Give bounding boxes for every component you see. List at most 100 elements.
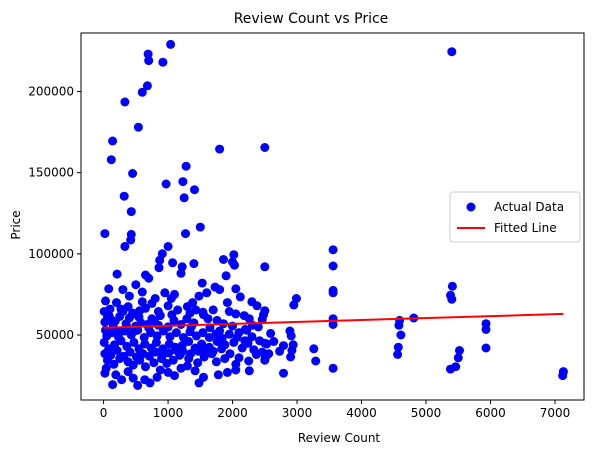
- data-point-0: [166, 39, 176, 49]
- data-point-184: [168, 355, 178, 365]
- data-point-286: [153, 307, 163, 316]
- data-point-3: [144, 56, 154, 66]
- y-axis-label: Price: [9, 210, 23, 239]
- data-point-14: [178, 177, 188, 187]
- data-point-193: [234, 353, 244, 363]
- data-point-47: [447, 294, 457, 304]
- data-point-13: [181, 161, 191, 171]
- data-point-127: [453, 353, 463, 363]
- data-point-86: [208, 305, 218, 315]
- x-tick-label: 2000: [217, 406, 248, 420]
- y-tick-label: 200000: [28, 84, 74, 98]
- data-point-277: [260, 338, 270, 348]
- data-point-64: [160, 288, 170, 298]
- data-point-51: [289, 300, 299, 310]
- data-point-227: [171, 328, 181, 338]
- data-point-26: [120, 242, 130, 251]
- data-point-35: [230, 260, 239, 270]
- data-point-16: [190, 185, 199, 195]
- data-point-66: [166, 294, 176, 303]
- data-point-22: [181, 229, 190, 239]
- data-point-178: [128, 360, 138, 370]
- data-point-225: [159, 326, 168, 336]
- data-point-224: [152, 331, 162, 341]
- y-tick-label: 100000: [28, 247, 74, 261]
- data-point-283: [123, 302, 133, 312]
- data-point-34: [219, 255, 228, 264]
- data-point-226: [165, 332, 175, 342]
- data-point-258: [208, 346, 218, 356]
- data-point-132: [393, 350, 403, 359]
- data-point-173: [100, 368, 110, 378]
- data-point-12: [106, 155, 116, 165]
- x-tick-label: 1000: [153, 406, 184, 420]
- data-point-57: [194, 291, 204, 301]
- data-point-175: [109, 359, 119, 369]
- data-point-257: [201, 345, 210, 355]
- data-point-130: [396, 330, 406, 340]
- data-point-20: [126, 207, 136, 217]
- data-point-170: [111, 370, 121, 380]
- data-point-241: [269, 337, 279, 346]
- data-point-59: [137, 287, 147, 297]
- data-point-243: [106, 350, 116, 360]
- data-point-137: [309, 344, 319, 354]
- data-point-88: [231, 309, 241, 319]
- y-tick-label: 150000: [28, 166, 74, 180]
- data-point-60: [118, 285, 128, 295]
- data-point-252: [164, 348, 174, 358]
- x-axis-ticks: 0 1000 2000 3000 4000 5000 6000 7000: [100, 400, 570, 420]
- legend-marker-actual-data: [466, 202, 476, 212]
- x-tick-label: 6000: [475, 406, 506, 420]
- data-point-192: [225, 349, 235, 359]
- data-point-78: [101, 296, 110, 306]
- data-point-238: [247, 332, 257, 342]
- data-point-282: [116, 304, 126, 314]
- data-point-53: [197, 278, 207, 288]
- data-point-15: [161, 179, 171, 189]
- data-point-31: [328, 261, 338, 271]
- data-point-167: [128, 373, 138, 383]
- legend-label-actual-data: Actual Data: [494, 200, 564, 214]
- data-point-249: [144, 351, 154, 361]
- data-point-67: [231, 284, 241, 294]
- data-point-138: [311, 356, 321, 366]
- data-point-9: [108, 136, 118, 146]
- data-point-74: [163, 301, 173, 311]
- data-point-45: [447, 281, 457, 291]
- data-point-94: [203, 314, 213, 324]
- plot-frame: [80, 32, 585, 401]
- y-axis-ticks: 50000 100000 150000 200000: [28, 84, 81, 342]
- legend: Actual Data Fitted Line: [449, 191, 581, 243]
- chart-title: Review Count vs Price: [234, 11, 389, 27]
- data-point-118: [286, 331, 296, 341]
- data-point-40: [154, 263, 164, 273]
- data-point-120: [328, 320, 338, 329]
- data-point-235: [224, 329, 234, 339]
- data-point-281: [110, 316, 120, 326]
- data-point-153: [222, 367, 232, 377]
- data-point-187: [193, 358, 203, 368]
- data-point-246: [125, 347, 135, 357]
- data-point-181: [149, 358, 159, 368]
- data-point-42: [112, 269, 122, 279]
- data-point-27: [163, 242, 173, 251]
- data-point-49: [328, 288, 338, 298]
- data-point-269: [130, 326, 139, 336]
- data-point-43: [144, 273, 154, 283]
- data-point-75: [147, 298, 157, 308]
- data-point-36: [168, 258, 178, 268]
- data-point-276: [260, 306, 270, 316]
- data-point-18: [119, 191, 129, 201]
- data-point-62: [124, 291, 134, 301]
- data-point-19: [179, 193, 189, 203]
- data-point-166: [133, 380, 143, 390]
- data-point-8: [133, 122, 143, 132]
- data-point-25: [126, 235, 136, 245]
- data-point-275: [186, 322, 196, 332]
- data-point-55: [215, 285, 225, 295]
- data-point-254: [178, 346, 188, 356]
- x-tick-label: 4000: [346, 406, 377, 420]
- data-point-11: [260, 143, 270, 152]
